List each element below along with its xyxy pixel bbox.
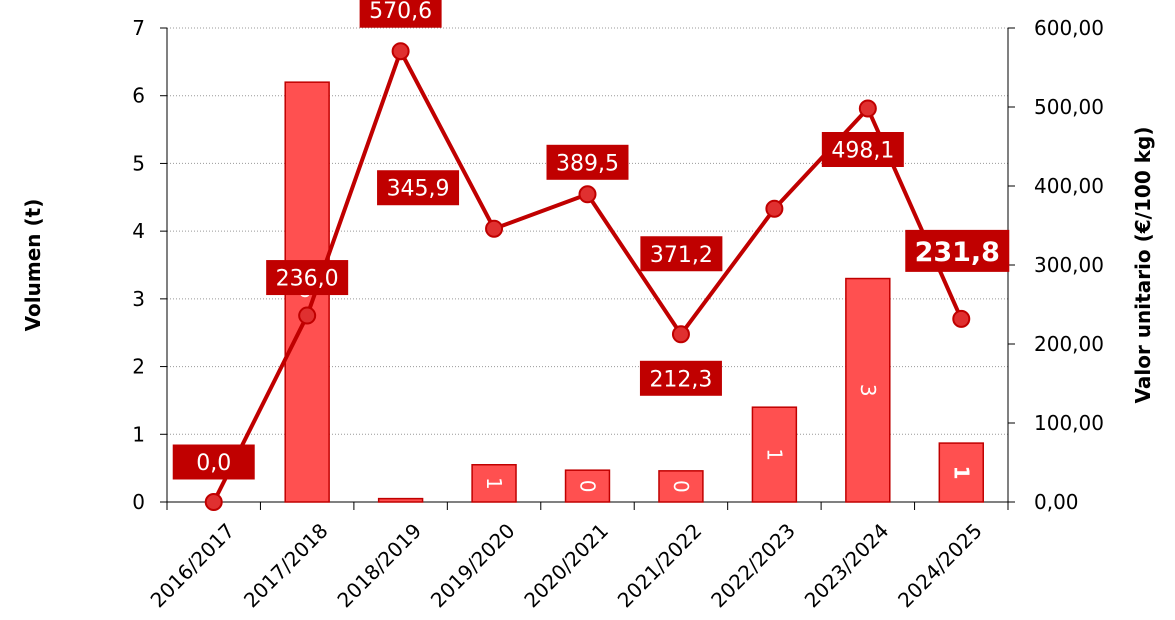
bar-value-label: 0: [576, 480, 600, 493]
x-tick-label: 2023/2024: [800, 519, 894, 613]
line-value-label: 236,0: [276, 267, 339, 292]
y2-tick-label: 500,00: [1034, 95, 1104, 119]
bar-value-label: 1: [762, 448, 786, 461]
line-value-label: 231,8: [915, 237, 1000, 268]
bar: [658, 470, 704, 503]
line-marker: [765, 199, 784, 218]
bar-value-label: 0: [669, 480, 693, 493]
x-tick-label: 2016/2017: [146, 519, 240, 613]
y-tick-label: 2: [132, 355, 145, 379]
y-tick-label: 4: [132, 219, 145, 243]
line-marker: [578, 185, 597, 204]
y2-tick-label: 200,00: [1034, 332, 1104, 356]
line-marker: [952, 309, 971, 328]
x-tick-label: 2020/2021: [519, 519, 613, 613]
value-label-box: [359, 0, 442, 28]
line-value-label: 212,3: [649, 367, 712, 392]
value-label-box: [905, 229, 1010, 272]
bar: [471, 464, 517, 503]
y2-tick-label: 600,00: [1034, 16, 1104, 40]
x-tick-label: 2024/2025: [893, 519, 987, 613]
y-tick-label: 6: [132, 84, 145, 108]
line-value-label: 498,1: [831, 139, 894, 164]
y2-axis-title: Valor unitario (€/100 kg): [1131, 127, 1155, 404]
line-marker: [671, 325, 690, 344]
bar-value-label: 1: [949, 466, 973, 480]
bar: [377, 497, 424, 503]
value-label-box: [639, 360, 722, 396]
line-marker: [204, 493, 223, 511]
value-label-box: [172, 444, 255, 480]
line-value-label: 371,2: [650, 243, 713, 268]
bar: [845, 277, 891, 503]
x-tick-label: 2021/2022: [613, 519, 707, 613]
line-marker: [485, 219, 504, 238]
line-value-label: 0,0: [196, 451, 231, 476]
bar: [751, 406, 798, 503]
bar: [938, 442, 984, 503]
bar-value-label: 1: [482, 477, 506, 490]
line-marker: [391, 42, 410, 61]
x-tick-label: 2022/2023: [706, 519, 800, 613]
y-tick-label: 5: [132, 151, 145, 175]
y-tick-label: 0: [132, 490, 145, 514]
y-tick-label: 1: [132, 422, 145, 446]
line-value-label: 570,6: [369, 0, 432, 24]
x-tick-label: 2017/2018: [239, 519, 333, 613]
line-value-label: 345,9: [387, 177, 450, 202]
y2-tick-label: 0,00: [1034, 490, 1079, 514]
line-value-label: 389,5: [556, 151, 619, 176]
value-label-box: [640, 236, 723, 272]
value-label-box: [821, 132, 904, 168]
line-marker: [298, 306, 317, 325]
line-marker: [858, 99, 877, 118]
y-tick-label: 3: [132, 287, 145, 311]
bar: [564, 469, 611, 503]
y2-tick-label: 300,00: [1034, 253, 1104, 277]
value-label-box: [546, 144, 629, 180]
y-tick-label: 7: [132, 16, 145, 40]
x-tick-label: 2019/2020: [426, 519, 520, 613]
y2-tick-label: 100,00: [1034, 411, 1104, 435]
x-tick-label: 2018/2019: [332, 519, 426, 613]
y-axis-title: Volumen (t): [21, 199, 45, 332]
value-label-box: [377, 170, 460, 206]
value-label-box: [266, 260, 349, 296]
bar-value-label: 3: [856, 384, 880, 397]
y2-tick-label: 400,00: [1034, 174, 1104, 198]
